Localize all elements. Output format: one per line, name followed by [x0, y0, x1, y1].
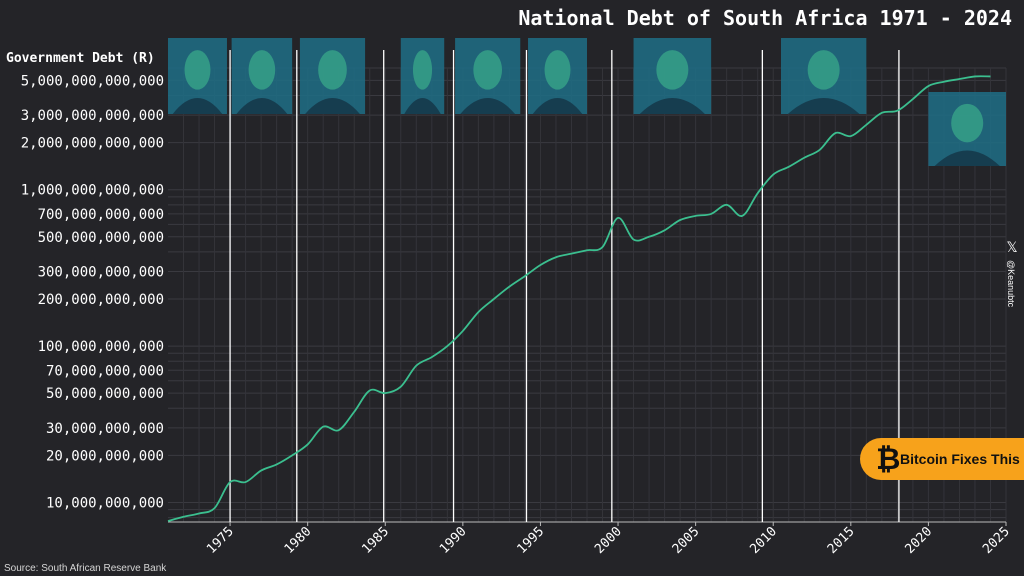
x-tick-label: 2020 — [902, 524, 935, 557]
x-tick-label: 1975 — [204, 524, 237, 557]
y-tick-label: 3,000,000,000,000 — [21, 108, 164, 124]
x-tick-label: 2000 — [592, 524, 625, 557]
bitcoin-badge: ₿ Bitcoin Fixes This — [860, 438, 1024, 480]
x-tick-label: 1995 — [515, 524, 548, 557]
chart-title: National Debt of South Africa 1971 - 202… — [518, 6, 1012, 30]
y-tick-label: 5,000,000,000,000 — [21, 73, 164, 89]
x-tick-label: 2015 — [825, 524, 858, 557]
x-tick-label: 1990 — [437, 524, 470, 557]
leader-portrait-4 — [400, 38, 445, 114]
y-axis-label: Government Debt (R) — [6, 51, 155, 66]
y-tick-label: 1,000,000,000,000 — [21, 183, 164, 199]
leader-portrait-8 — [780, 38, 867, 114]
y-tick-label: 50,000,000,000 — [46, 386, 164, 402]
leader-portrait-5 — [455, 38, 521, 114]
y-tick-label: 700,000,000,000 — [38, 207, 164, 223]
y-tick-label: 10,000,000,000 — [46, 495, 164, 511]
leader-portrait-9 — [928, 92, 1006, 166]
handle-text: @Keanubtc — [1006, 260, 1016, 308]
leader-divider-layer — [229, 50, 900, 522]
leader-portrait-3 — [299, 38, 366, 114]
badge-text: Bitcoin Fixes This — [900, 451, 1020, 467]
x-tick-label: 2005 — [670, 524, 703, 557]
leader-portrait-layer — [168, 38, 1006, 166]
y-tick-label: 20,000,000,000 — [46, 448, 164, 464]
series-line-layer — [167, 75, 991, 522]
y-tick-label: 500,000,000,000 — [38, 230, 164, 246]
leader-portrait-6 — [528, 38, 587, 114]
bitcoin-icon: ₿ — [876, 441, 901, 477]
source-note: Source: South African Reserve Bank — [4, 563, 167, 574]
y-tick-label: 30,000,000,000 — [46, 421, 164, 437]
y-tick-label: 100,000,000,000 — [38, 339, 164, 355]
debt-series-line — [167, 75, 991, 522]
leader-portrait-7 — [633, 38, 712, 114]
x-tick-label: 2010 — [747, 524, 780, 557]
x-tick-label: 2025 — [980, 524, 1013, 557]
y-tick-label: 300,000,000,000 — [38, 264, 164, 280]
x-tick-label: 1980 — [282, 524, 315, 557]
y-tick-label: 70,000,000,000 — [46, 363, 164, 379]
x-tick-layer: 1975 1980 1985 1990 1995 2000 2005 2010 2015 2020… — [204, 522, 1013, 557]
y-tick-layer: 10,000,000,000 20,000,000,000 30,000,000,0… — [21, 73, 164, 511]
author-handle: 𝕏 @Keanubtc — [1004, 240, 1020, 307]
x-tick-label: 1985 — [359, 524, 392, 557]
y-tick-label: 2,000,000,000,000 — [21, 136, 164, 152]
leader-portrait-1 — [168, 38, 227, 114]
x-icon: 𝕏 — [1006, 240, 1018, 256]
y-tick-label: 200,000,000,000 — [38, 292, 164, 308]
leader-portrait-2 — [231, 38, 293, 114]
